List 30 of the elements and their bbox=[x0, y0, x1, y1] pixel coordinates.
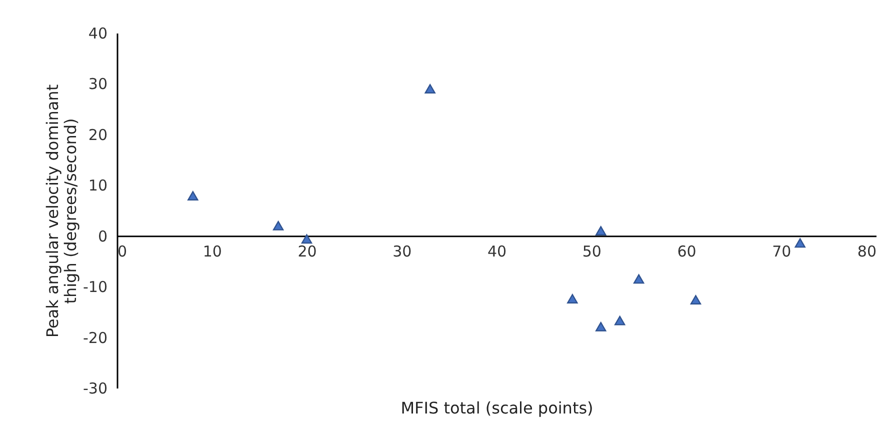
x-tick-label: 40 bbox=[487, 242, 507, 260]
point bbox=[272, 221, 284, 230]
y-tick-label: 0 bbox=[98, 227, 108, 246]
y-tick-label: -20 bbox=[83, 328, 108, 347]
x-tick-label: 50 bbox=[582, 242, 602, 260]
y-tick-label: 10 bbox=[88, 176, 108, 195]
point bbox=[596, 322, 606, 332]
y-tick-label: -10 bbox=[83, 278, 108, 296]
x-tick-label: 80 bbox=[857, 242, 876, 260]
x-tick-label: 30 bbox=[392, 242, 412, 260]
point bbox=[690, 295, 702, 304]
point bbox=[614, 316, 626, 326]
point bbox=[596, 226, 606, 236]
y-axis-title: Peak angular velocity dominant thigh (degrees/second) bbox=[43, 84, 80, 338]
y-tick-label: 20 bbox=[88, 126, 108, 144]
x-tick-label: 0 bbox=[118, 242, 128, 260]
y-tick-label: 40 bbox=[88, 24, 108, 42]
point bbox=[424, 84, 436, 94]
point bbox=[794, 238, 806, 248]
y-tick-label: 30 bbox=[88, 75, 108, 94]
point bbox=[188, 191, 198, 200]
x-tick-label: 20 bbox=[298, 242, 317, 260]
point bbox=[301, 234, 312, 244]
y-tick-label: -30 bbox=[83, 380, 108, 398]
x-axis-title: MFIS total (scale points) bbox=[400, 398, 594, 418]
point bbox=[567, 294, 578, 304]
x-tick-label: 70 bbox=[772, 242, 792, 260]
point bbox=[633, 274, 644, 284]
x-tick-label: 60 bbox=[677, 242, 696, 260]
x-tick-label: 10 bbox=[202, 242, 222, 260]
